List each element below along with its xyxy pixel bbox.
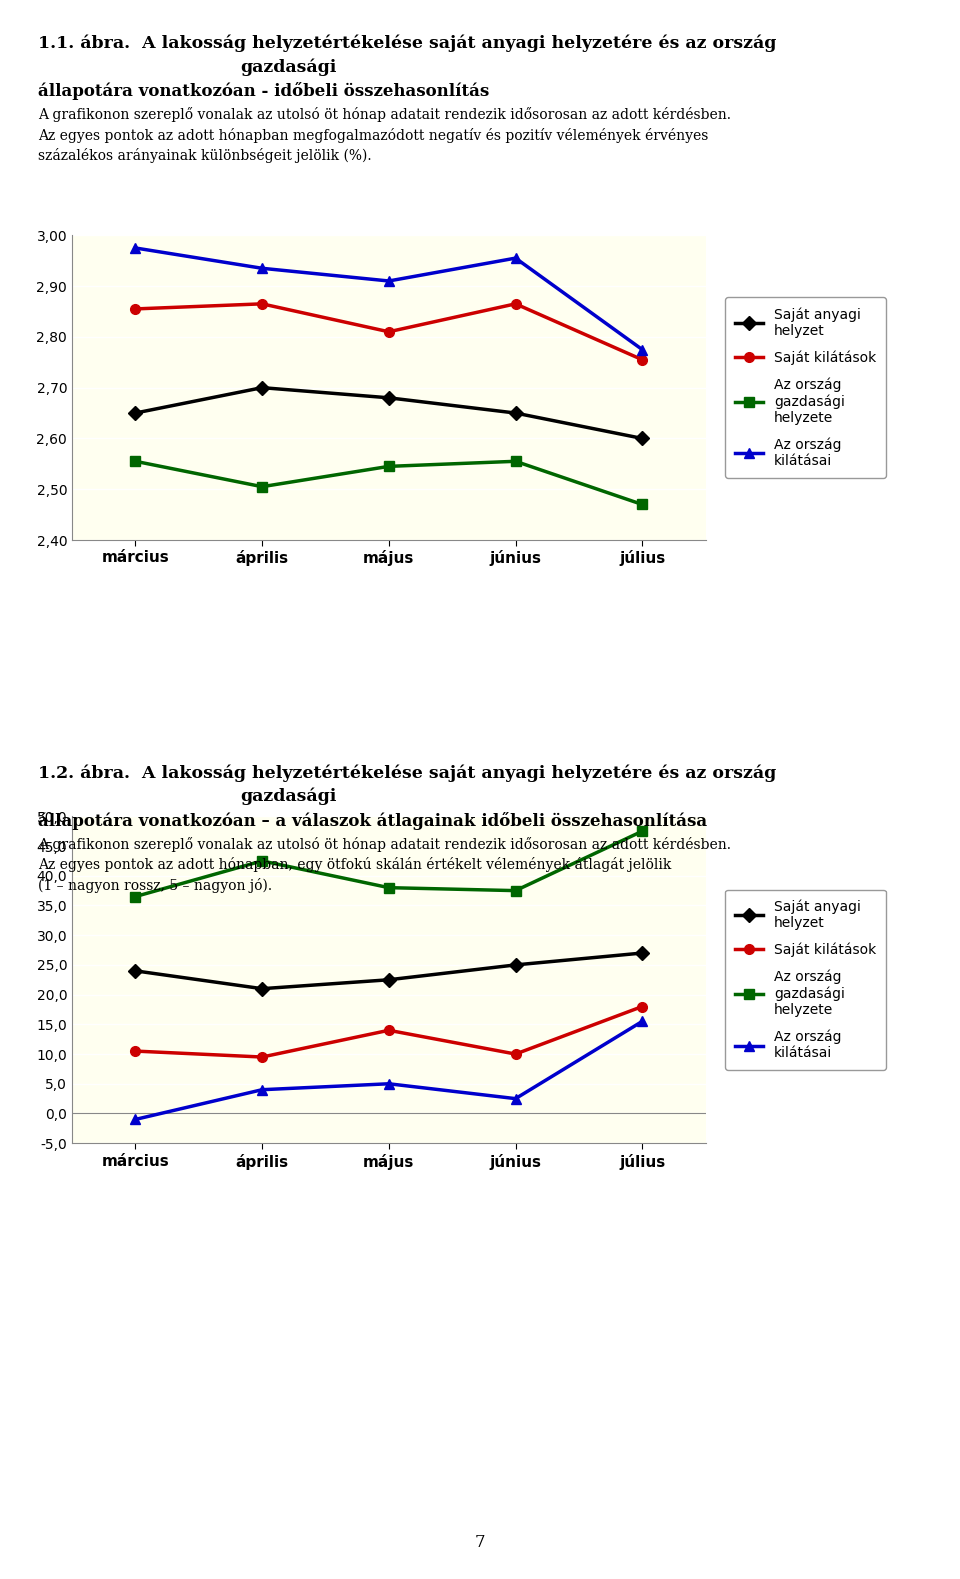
Text: 1.2. ábra.  A lakosság helyzetértékelése saját anyagi helyzetére és az ország: 1.2. ábra. A lakosság helyzetértékelése … bbox=[38, 764, 777, 782]
Text: 7: 7 bbox=[474, 1533, 486, 1551]
Text: Az egyes pontok az adott hónapban, egy ötfokú skálán értékelt vélemények átlagát: Az egyes pontok az adott hónapban, egy ö… bbox=[38, 857, 672, 872]
Text: 1.1. ábra.  A lakosság helyzetértékelése saját anyagi helyzetére és az ország: 1.1. ábra. A lakosság helyzetértékelése … bbox=[38, 35, 777, 52]
Text: állapotára vonatkozóan – a válaszok átlagainak időbeli összehasonlítása: állapotára vonatkozóan – a válaszok átla… bbox=[38, 812, 708, 829]
Text: A grafikonon szereplő vonalak az utolsó öt hónap adatait rendezik idősorosan az : A grafikonon szereplő vonalak az utolsó … bbox=[38, 837, 732, 851]
Text: állapotára vonatkozóan - időbeli összehasonlítás: állapotára vonatkozóan - időbeli összeha… bbox=[38, 82, 490, 99]
Text: gazdasági: gazdasági bbox=[240, 58, 336, 76]
Text: gazdasági: gazdasági bbox=[240, 788, 336, 805]
Text: százalékos arányainak különbségeit jelölik (%).: százalékos arányainak különbségeit jelöl… bbox=[38, 148, 372, 163]
Legend: Saját anyagi
helyzet, Saját kilátások, Az ország
gazdasági
helyzete, Az ország
k: Saját anyagi helyzet, Saját kilátások, A… bbox=[725, 297, 886, 478]
Text: A grafikonon szereplő vonalak az utolsó öt hónap adatait rendezik idősorosan az : A grafikonon szereplő vonalak az utolsó … bbox=[38, 107, 732, 122]
Text: Az egyes pontok az adott hónapban megfogalmazódott negatív és pozitív vélemények: Az egyes pontok az adott hónapban megfog… bbox=[38, 128, 708, 142]
Text: (1 – nagyon rossz, 5 – nagyon jó).: (1 – nagyon rossz, 5 – nagyon jó). bbox=[38, 878, 273, 892]
Legend: Saját anyagi
helyzet, Saját kilátások, Az ország
gazdasági
helyzete, Az ország
k: Saját anyagi helyzet, Saját kilátások, A… bbox=[725, 889, 886, 1071]
